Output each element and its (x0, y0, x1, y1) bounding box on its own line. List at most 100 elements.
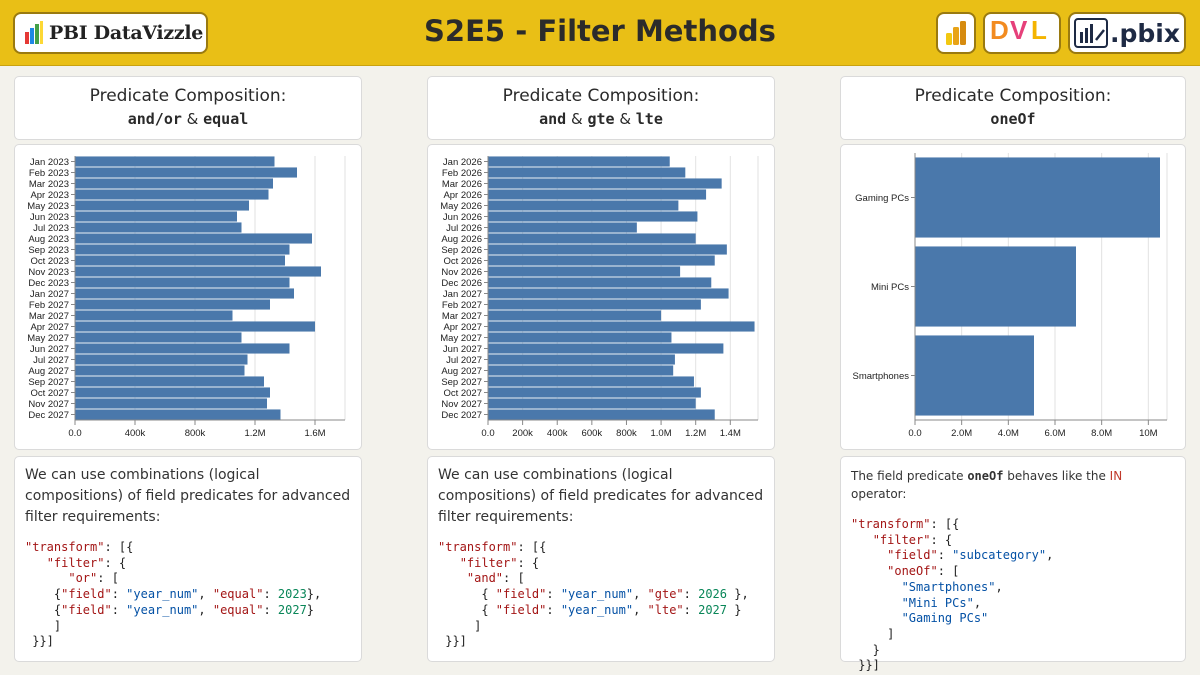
bar (488, 233, 696, 244)
panel-2-title-line1: Predicate Composition: (502, 86, 700, 106)
y-tick-label: Dec 2027 (441, 410, 482, 421)
bar (75, 222, 242, 233)
y-tick-label: Nov 2026 (441, 267, 482, 278)
y-tick-label: May 2023 (27, 201, 69, 212)
bar (75, 376, 264, 387)
y-tick-label: Jun 2027 (443, 344, 482, 355)
x-tick-label: 1.4M (720, 428, 741, 439)
bar (488, 156, 670, 167)
bar (488, 365, 674, 376)
y-tick-label: May 2027 (440, 333, 482, 344)
panel-2-chart-card: 0.0 200k 400k 600k 800k 1.0M 1.2M 1.4M Jan 2026 F… (427, 144, 775, 450)
svg-text:L: L (1031, 16, 1047, 44)
x-tick-label: 0.0 (68, 428, 81, 439)
bar (75, 189, 269, 200)
bar (488, 299, 701, 310)
panel-1-title-line1: Predicate Composition: (89, 86, 287, 106)
bar (75, 211, 237, 222)
x-tick-label: 10M (1139, 428, 1158, 439)
y-tick-label: Feb 2027 (442, 300, 482, 311)
svg-text:D: D (990, 16, 1008, 44)
bar (488, 255, 715, 266)
x-tick-label: 1.0M (651, 428, 672, 439)
dvl-label: D V L (990, 15, 1054, 51)
title-amp: & (181, 110, 204, 128)
y-tick-label: Oct 2023 (30, 256, 69, 267)
bar (915, 246, 1076, 327)
y-tick-label: Jan 2026 (443, 157, 482, 168)
desc-in-operator: IN (1109, 469, 1123, 483)
y-tick-label: Mini PCs (871, 282, 909, 293)
panel-3-chart-card: 0.0 2.0M 4.0M 6.0M 8.0M 10M Gaming PCs Mini PCs… (840, 144, 1186, 450)
brand-logo[interactable]: PBI DataVizzle (13, 12, 208, 54)
y-tick-label: Dec 2023 (28, 278, 69, 289)
y-tick-label: Oct 2027 (443, 388, 482, 399)
bar (75, 167, 297, 178)
y-tick-label: Feb 2026 (442, 168, 482, 179)
bar (75, 244, 290, 255)
bar (75, 277, 290, 288)
bar (488, 178, 722, 189)
bar (75, 398, 267, 409)
bar (75, 321, 315, 332)
bar (488, 409, 715, 420)
x-tick-label: 200k (512, 428, 533, 439)
bar (488, 244, 727, 255)
panel-3-title-line1: Predicate Composition: (914, 86, 1112, 106)
x-tick-label: 0.0 (481, 428, 494, 439)
y-tick-label: Feb 2027 (29, 300, 69, 311)
y-tick-label: Sep 2027 (28, 377, 69, 388)
panel-1-description: We can use combinations (logical composi… (25, 467, 351, 525)
paintbrush-icon (25, 21, 43, 44)
powerbi-badge[interactable] (936, 12, 976, 54)
title-code: oneOf (990, 110, 1036, 128)
x-tick-label: 800k (616, 428, 637, 439)
panel-2-title: Predicate Composition: and & gte & lte (427, 76, 775, 140)
y-tick-label: Feb 2023 (29, 168, 69, 179)
panel-2-code: "transform": [{ "filter": { "and": [ { "… (438, 540, 749, 649)
bar (75, 387, 270, 398)
bar-chart-icon (1074, 18, 1108, 48)
x-tick-label: 1.2M (685, 428, 706, 439)
page-title: S2E5 - Filter Methods (424, 14, 776, 48)
x-tick-label: 400k (547, 428, 568, 439)
y-tick-label: Sep 2023 (28, 245, 69, 256)
bar (488, 321, 755, 332)
bar (488, 387, 701, 398)
desc-text: behaves like the (1003, 469, 1110, 483)
y-tick-label: Dec 2026 (441, 278, 482, 289)
y-tick-label: Apr 2026 (443, 190, 482, 201)
x-tick-label: 800k (185, 428, 206, 439)
panel-3-code: "transform": [{ "filter": { "field": "su… (851, 517, 1054, 673)
title-amp: & (614, 110, 636, 128)
bar (75, 156, 275, 167)
pbix-badge[interactable]: .pbix (1068, 12, 1186, 54)
bar (75, 365, 245, 376)
bar (488, 398, 696, 409)
dvl-badge[interactable]: D V L (983, 12, 1061, 54)
bar (75, 354, 248, 365)
panel-1-code: "transform": [{ "filter": { "or": [ {"fi… (25, 540, 322, 649)
panel-3-title-line2: oneOf (841, 110, 1185, 128)
y-tick-label: Nov 2027 (28, 399, 69, 410)
bar (915, 157, 1160, 238)
y-tick-label: Dec 2027 (28, 410, 69, 421)
bar (75, 288, 294, 299)
panel-1-text-card: We can use combinations (logical composi… (14, 456, 362, 662)
y-tick-label: Sep 2026 (441, 245, 482, 256)
y-tick-label: Oct 2027 (30, 388, 69, 399)
bar (488, 354, 675, 365)
panel-3-title: Predicate Composition: oneOf (840, 76, 1186, 140)
bar (75, 233, 312, 244)
y-tick-label: Aug 2026 (441, 234, 482, 245)
bar (488, 167, 686, 178)
y-tick-label: Mar 2026 (442, 179, 482, 190)
x-tick-label: 600k (582, 428, 603, 439)
y-tick-label: Mar 2027 (29, 311, 69, 322)
y-tick-label: Mar 2027 (442, 311, 482, 322)
x-tick-label: 1.6M (304, 428, 325, 439)
y-tick-label: Jan 2027 (443, 289, 482, 300)
y-tick-label: Jul 2023 (33, 223, 69, 234)
x-tick-label: 2.0M (951, 428, 972, 439)
